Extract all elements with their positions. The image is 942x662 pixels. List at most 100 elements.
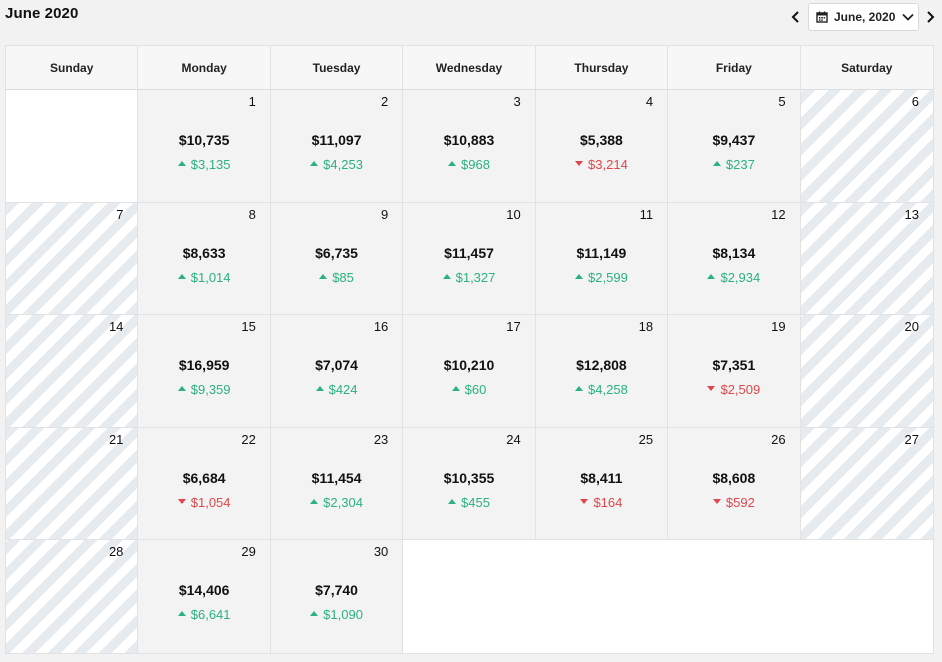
calendar-day-cell[interactable]: 22 $6,684 $1,054 — [138, 427, 271, 541]
day-change-value: $1,054 — [190, 494, 231, 510]
day-change: $2,934 — [668, 270, 799, 285]
calendar-day-cell[interactable]: 26 $8,608 $592 — [668, 427, 801, 541]
day-change-value: $3,135 — [190, 157, 231, 172]
day-change: $4,258 — [536, 382, 667, 397]
calendar-day-cell[interactable]: 28 — [6, 540, 139, 653]
day-number: 2 — [381, 94, 389, 109]
day-number: 20 — [904, 319, 919, 335]
calendar-day-cell[interactable]: 24 $10,355 $455 — [403, 427, 536, 541]
day-change: $4,253 — [271, 157, 402, 172]
month-picker[interactable]: June, 2020 — [808, 3, 919, 31]
day-change-value: $164 — [593, 494, 623, 510]
day-amount: $11,149 — [576, 244, 627, 261]
calendar-empty-cell — [403, 540, 536, 653]
day-number: 1 — [248, 94, 256, 109]
triangle-down-icon — [707, 386, 716, 392]
calendar-day-cell[interactable]: 8 $8,633 $1,014 — [138, 202, 271, 316]
day-change-value: $4,253 — [323, 157, 363, 172]
day-change: $3,135 — [138, 157, 269, 172]
calendar-day-cell[interactable]: 20 — [800, 315, 933, 428]
day-change-value: $2,509 — [720, 382, 761, 398]
day-change-value: $2,934 — [720, 269, 761, 285]
triangle-up-icon — [310, 161, 319, 167]
calendar-day-cell[interactable]: 15 $16,959 $9,359 — [138, 315, 271, 428]
day-change-value: $6,641 — [190, 607, 231, 623]
triangle-up-icon — [707, 273, 716, 279]
calendar-day-cell[interactable]: 2 $11,097 $4,253 — [270, 90, 404, 203]
calendar-day-cell[interactable]: 19 $7,351 $2,509 — [668, 315, 801, 428]
calendar-day-cell[interactable]: 1 $10,735 $3,135 — [138, 90, 271, 203]
weekday-header-monday: Monday — [138, 46, 271, 89]
calendar-day-cell[interactable]: 10 $11,457 $1,327 — [403, 202, 536, 316]
calendar-day-cell[interactable]: 23 $11,454 $2,304 — [270, 427, 404, 541]
triangle-up-icon — [177, 273, 186, 279]
weekday-header-wednesday: Wednesday — [403, 46, 536, 89]
calendar-day-cell[interactable]: 14 — [6, 315, 139, 428]
calendar-day-cell[interactable]: 21 — [6, 427, 139, 541]
day-change: $2,509 — [668, 382, 799, 397]
day-number: 5 — [778, 94, 786, 109]
previous-month-button[interactable] — [786, 7, 806, 27]
day-number: 6 — [911, 94, 919, 109]
day-number: 28 — [108, 544, 124, 560]
next-month-button[interactable] — [920, 7, 940, 27]
triangle-up-icon — [575, 386, 584, 392]
triangle-up-icon — [177, 386, 186, 392]
day-change: $1,014 — [138, 270, 269, 285]
calendar-day-cell[interactable]: 16 $7,074 $424 — [270, 315, 404, 428]
triangle-down-icon — [580, 498, 589, 504]
calendar-day-cell[interactable]: 30 $7,740 $1,090 — [270, 540, 404, 653]
calendar-grid: 1 $10,735 $3,135 2 $11,097 $4,253 3 $10,883 $968… — [6, 90, 933, 653]
day-amount: $11,454 — [311, 469, 362, 486]
day-change-value: $455 — [461, 494, 490, 510]
day-number: 15 — [241, 319, 256, 335]
calendar-empty-cell — [535, 540, 669, 653]
day-number: 13 — [904, 206, 919, 222]
triangle-up-icon — [575, 273, 584, 279]
day-number: 10 — [506, 206, 521, 222]
calendar-day-cell[interactable]: 12 $8,134 $2,934 — [668, 202, 801, 316]
day-change-value: $4,258 — [588, 382, 628, 398]
day-change: $60 — [403, 382, 534, 397]
calendar-day-cell[interactable]: 11 $11,149 $2,599 — [535, 202, 669, 316]
calendar-day-cell[interactable]: 3 $10,883 $968 — [403, 90, 536, 203]
triangle-down-icon — [712, 498, 721, 504]
calendar-day-cell[interactable]: 9 $6,735 $85 — [270, 202, 404, 316]
calendar-day-cell[interactable]: 27 — [800, 427, 933, 541]
weekday-header-sunday: Sunday — [6, 46, 139, 89]
calendar-day-cell[interactable]: 17 $10,210 $60 — [403, 315, 536, 428]
calendar-day-cell[interactable]: 13 — [800, 202, 933, 316]
day-number: 22 — [241, 431, 256, 447]
triangle-up-icon — [310, 498, 319, 504]
triangle-down-icon — [177, 498, 186, 504]
calendar-day-cell[interactable]: 25 $8,411 $164 — [535, 427, 669, 541]
weekday-header-saturday: Saturday — [841, 60, 893, 75]
month-picker-label: June, 2020 — [834, 10, 896, 24]
day-amount: $10,210 — [443, 357, 495, 374]
calendar-day-cell[interactable]: 6 — [800, 90, 933, 203]
calendar-day-cell[interactable]: 18 $12,808 $4,258 — [535, 315, 669, 428]
day-change: $85 — [271, 270, 402, 285]
calendar-icon — [816, 11, 828, 23]
day-change: $455 — [403, 495, 534, 510]
day-number: 4 — [645, 94, 654, 109]
day-change: $6,641 — [138, 607, 269, 622]
day-change: $9,359 — [138, 382, 269, 397]
day-amount: $7,074 — [315, 357, 358, 374]
day-number: 26 — [771, 431, 786, 447]
day-change: $164 — [536, 495, 667, 510]
day-number: 18 — [638, 319, 654, 335]
triangle-up-icon — [451, 386, 460, 392]
calendar-day-cell[interactable]: 5 $9,437 $237 — [668, 90, 801, 203]
day-amount: $8,411 — [580, 469, 623, 486]
chevron-down-icon — [902, 13, 915, 21]
triangle-up-icon — [177, 611, 186, 617]
day-amount: $16,959 — [178, 357, 230, 374]
calendar-day-cell[interactable]: 29 $14,406 $6,641 — [138, 540, 271, 653]
day-change: $2,599 — [536, 270, 667, 285]
triangle-up-icon — [177, 161, 186, 167]
calendar-day-cell[interactable]: 4 $5,388 $3,214 — [535, 90, 669, 203]
day-change: $1,054 — [138, 495, 269, 510]
day-change: $2,304 — [271, 495, 402, 510]
calendar-day-cell[interactable]: 7 — [6, 202, 139, 316]
